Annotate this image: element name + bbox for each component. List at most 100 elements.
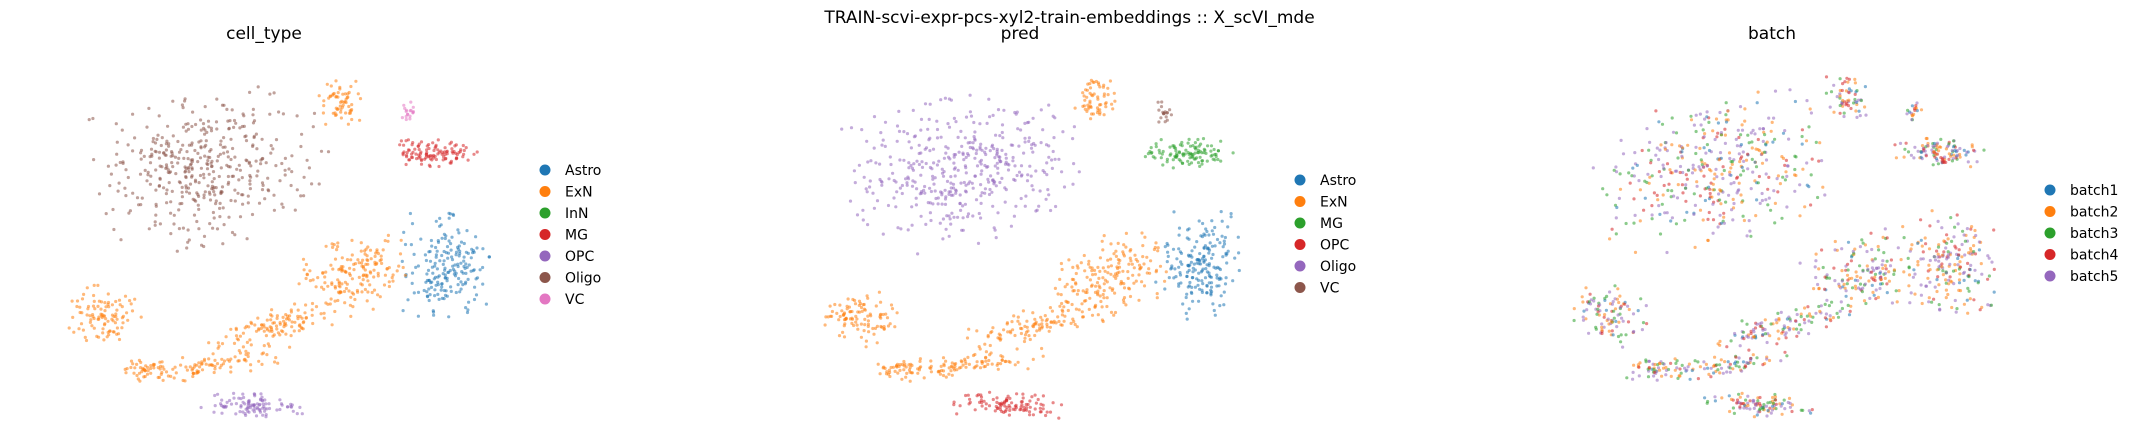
scatter-point <box>90 324 94 328</box>
scatter-point <box>1059 293 1063 297</box>
scatter-point <box>360 290 364 294</box>
scatter-point <box>957 150 961 154</box>
scatter-point <box>1783 163 1787 167</box>
scatter-point <box>1019 164 1024 168</box>
scatter-point <box>865 139 869 143</box>
scatter-point <box>1873 275 1877 279</box>
scatter-point <box>106 292 110 296</box>
scatter-point <box>218 206 222 210</box>
scatter-point <box>1964 153 1968 157</box>
scatter-point <box>907 161 911 165</box>
scatter-point <box>264 402 268 406</box>
scatter-point <box>1670 216 1674 220</box>
scatter-point <box>190 124 194 129</box>
scatter-point <box>456 264 460 269</box>
scatter-point <box>1193 141 1197 145</box>
scatter-point <box>1772 116 1776 120</box>
scatter-point <box>203 128 207 132</box>
scatter-point <box>1040 325 1044 329</box>
scatter-point <box>1653 362 1657 367</box>
scatter-point <box>290 403 294 407</box>
scatter-point <box>263 409 267 413</box>
scatter-point <box>1648 175 1652 179</box>
scatter-point <box>1062 185 1067 189</box>
scatter-point <box>449 140 453 144</box>
scatter-point <box>1827 304 1831 308</box>
scatter-point <box>1660 122 1665 126</box>
scatter-point <box>1849 296 1853 300</box>
scatter-point <box>1019 326 1023 330</box>
scatter-point <box>1635 163 1639 167</box>
scatter-point <box>966 355 970 359</box>
scatter-point <box>1749 331 1753 336</box>
scatter-point <box>1189 152 1193 156</box>
scatter-point <box>853 302 858 306</box>
scatter-point <box>299 144 303 149</box>
scatter-point <box>1585 308 1589 312</box>
scatter-point <box>263 197 267 201</box>
scatter-point <box>1050 309 1054 313</box>
scatter-point <box>440 282 444 286</box>
scatter-point <box>1778 402 1782 406</box>
scatter-point <box>1698 365 1702 369</box>
scatter-point <box>1855 115 1859 119</box>
scatter-point <box>1140 231 1144 235</box>
scatter-point <box>172 376 176 380</box>
scatter-point <box>1788 405 1792 409</box>
scatter-point <box>908 379 912 383</box>
scatter-point <box>1215 273 1219 277</box>
scatter-point <box>849 126 854 130</box>
scatter-point <box>1754 214 1758 218</box>
scatter-point <box>129 302 133 306</box>
scatter-point <box>1787 396 1792 400</box>
scatter-point <box>966 215 970 219</box>
scatter-point <box>1775 177 1779 181</box>
scatter-point <box>1039 108 1043 112</box>
scatter-point <box>1081 315 1085 319</box>
scatter-point <box>445 150 449 154</box>
scatter-point <box>906 228 910 232</box>
scatter-point <box>202 234 207 238</box>
scatter-point <box>1824 91 1828 95</box>
scatter-point <box>202 196 206 200</box>
scatter-point <box>931 202 935 206</box>
scatter-point <box>1936 219 1940 223</box>
scatter-point <box>1108 79 1112 83</box>
scatter-point <box>879 324 883 329</box>
scatter-point <box>322 99 326 103</box>
scatter-point <box>1045 161 1049 165</box>
scatter-point <box>1884 267 1888 271</box>
scatter-point <box>1034 169 1038 173</box>
scatter-point <box>1612 309 1616 313</box>
scatter-point <box>1722 211 1726 215</box>
scatter-point <box>975 360 979 364</box>
scatter-point <box>262 325 266 329</box>
scatter-point <box>1088 265 1092 269</box>
scatter-point <box>183 99 187 103</box>
scatter-point <box>1711 182 1715 186</box>
scatter-point <box>191 110 195 114</box>
scatter-point <box>220 411 224 415</box>
scatter-point <box>372 268 376 272</box>
scatter-point <box>1740 391 1744 395</box>
scatter-point <box>210 159 214 163</box>
scatter-point <box>1116 241 1120 245</box>
scatter-point <box>1106 258 1110 262</box>
scatter-point <box>1022 151 1026 155</box>
scatter-point <box>148 161 153 165</box>
scatter-point <box>941 373 946 378</box>
scatter-point <box>265 326 269 330</box>
scatter-point <box>1693 203 1697 207</box>
scatter-point <box>1745 361 1749 365</box>
scatter-point <box>469 256 473 260</box>
scatter-point <box>181 143 185 147</box>
scatter-point <box>1014 204 1018 208</box>
scatter-point <box>416 144 420 148</box>
scatter-point <box>1075 325 1079 329</box>
scatter-point <box>1718 371 1722 375</box>
scatter-point <box>1976 281 1980 285</box>
scatter-point <box>1746 394 1750 398</box>
scatter-point <box>881 312 885 317</box>
scatter-point <box>248 179 252 183</box>
legend-marker <box>2044 270 2056 282</box>
